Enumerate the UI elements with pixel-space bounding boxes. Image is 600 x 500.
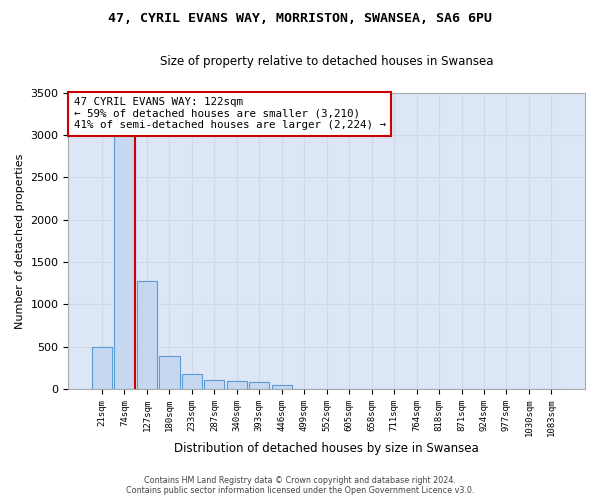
Bar: [92, 347, 112, 389]
Bar: [115, 131, 134, 389]
Text: Contains HM Land Registry data © Crown copyright and database right 2024.
Contai: Contains HM Land Registry data © Crown c…: [126, 476, 474, 495]
Text: 47 CYRIL EVANS WAY: 122sqm
← 59% of detached houses are smaller (3,210)
41% of s: 47 CYRIL EVANS WAY: 122sqm ← 59% of deta…: [74, 97, 386, 130]
Title: Size of property relative to detached houses in Swansea: Size of property relative to detached ho…: [160, 55, 493, 68]
Bar: [159, 356, 179, 389]
Y-axis label: Number of detached properties: Number of detached properties: [15, 153, 25, 328]
Bar: [249, 382, 269, 389]
Bar: [182, 374, 202, 389]
Bar: [227, 382, 247, 389]
Bar: [272, 385, 292, 389]
X-axis label: Distribution of detached houses by size in Swansea: Distribution of detached houses by size …: [175, 442, 479, 455]
Bar: [137, 280, 157, 389]
Bar: [204, 380, 224, 389]
Text: 47, CYRIL EVANS WAY, MORRISTON, SWANSEA, SA6 6PU: 47, CYRIL EVANS WAY, MORRISTON, SWANSEA,…: [108, 12, 492, 26]
